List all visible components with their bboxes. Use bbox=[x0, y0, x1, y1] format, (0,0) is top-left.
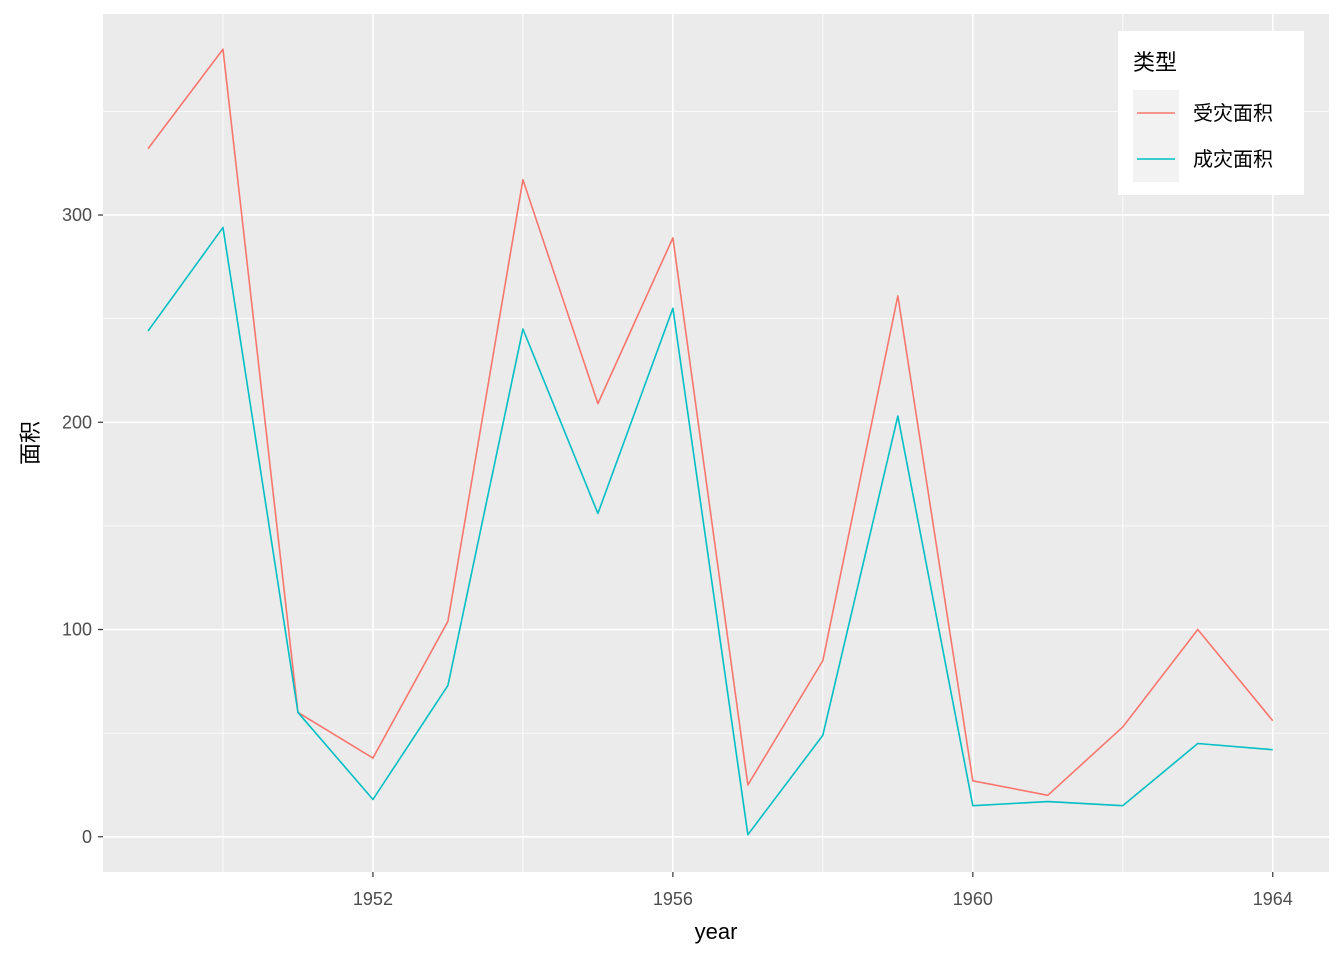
legend-label-1: 受灾面积 bbox=[1193, 101, 1273, 125]
x-axis-title: year bbox=[695, 919, 738, 944]
y-tick-label: 0 bbox=[82, 827, 92, 847]
x-tick-label: 1956 bbox=[653, 889, 693, 909]
series-line-2 bbox=[147, 226, 1273, 836]
x-tick-label: 1952 bbox=[353, 889, 393, 909]
y-tick-label: 300 bbox=[62, 205, 92, 225]
x-tick-label: 1964 bbox=[1253, 889, 1293, 909]
y-axis: 0 100 200 300 bbox=[62, 205, 103, 847]
y-tick-label: 100 bbox=[62, 620, 92, 640]
series-line-1 bbox=[147, 48, 1274, 797]
x-axis: 1952 1956 1960 1964 bbox=[353, 872, 1293, 909]
legend-title: 类型 bbox=[1133, 51, 1177, 76]
x-tick-label: 1960 bbox=[953, 889, 993, 909]
y-axis-title: 面积 bbox=[18, 421, 43, 465]
series-lines bbox=[147, 48, 1274, 836]
legend-label-2: 成灾面积 bbox=[1193, 147, 1273, 171]
y-tick-label: 200 bbox=[62, 412, 92, 432]
legend: 类型 受灾面积 成灾面积 bbox=[1118, 31, 1304, 195]
